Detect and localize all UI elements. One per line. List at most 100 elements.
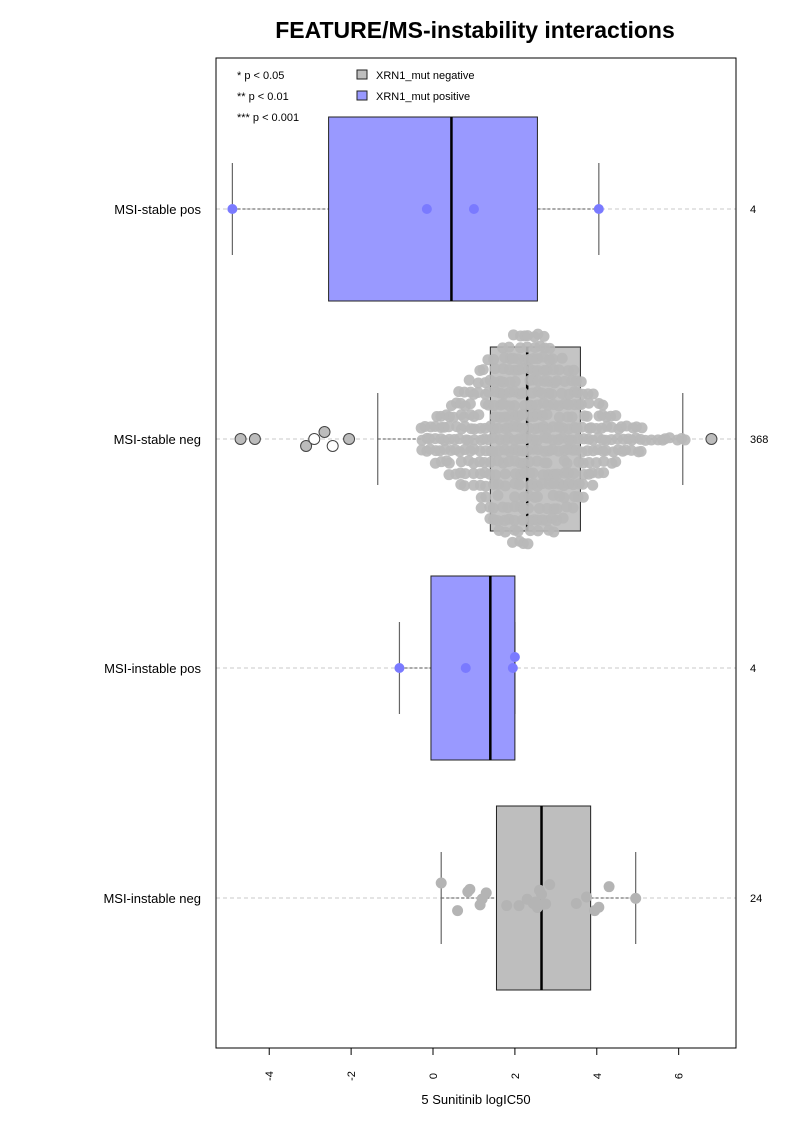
n-label: 368 [750, 434, 768, 446]
x-axis-title: 5 Sunitinib logIC50 [421, 1092, 530, 1107]
legend-series-label: XRN1_mut positive [376, 91, 470, 103]
data-point [503, 341, 515, 353]
data-point [394, 663, 405, 673]
data-point [459, 468, 471, 480]
outlier-point [248, 433, 261, 445]
outlier-point [318, 426, 331, 438]
outlier-point [326, 440, 339, 452]
data-point [499, 468, 511, 480]
data-point [473, 409, 485, 421]
data-point [568, 364, 580, 376]
data-point [512, 525, 524, 537]
data-point [489, 363, 501, 375]
data-point [548, 526, 560, 538]
data-point [435, 877, 447, 889]
data-point [513, 479, 525, 491]
data-point [443, 421, 455, 433]
category-label: MSI-instable neg [103, 891, 201, 906]
data-point [513, 900, 525, 912]
data-point [507, 663, 518, 673]
data-point [452, 905, 464, 917]
data-point [499, 526, 511, 538]
data-point [460, 663, 471, 673]
legend-significance: *** p < 0.001 [237, 112, 299, 124]
data-point [463, 374, 475, 386]
box [430, 575, 516, 761]
data-point [443, 457, 455, 469]
data-point [553, 364, 565, 376]
data-point [532, 525, 544, 537]
data-point [477, 364, 489, 376]
data-point [597, 399, 609, 411]
x-tick-label: 0 [428, 1073, 440, 1079]
data-point [480, 887, 492, 899]
data-point [541, 409, 553, 421]
data-point [587, 388, 599, 400]
data-point [603, 881, 615, 893]
data-point [630, 892, 642, 904]
box [328, 116, 538, 302]
data-point [544, 879, 556, 891]
data-point [508, 400, 520, 412]
data-point [464, 883, 476, 895]
data-point [509, 491, 521, 503]
data-point [541, 457, 553, 469]
data-point [488, 353, 500, 365]
x-tick-label: 6 [674, 1073, 686, 1079]
x-tick-label: -4 [264, 1071, 276, 1081]
data-point [567, 502, 579, 514]
outlier-point [308, 433, 321, 445]
legend-significance: * p < 0.05 [237, 70, 284, 82]
data-point [421, 204, 432, 214]
data-point [544, 342, 556, 354]
chart-title: FEATURE/MS-instability interactions [275, 17, 675, 43]
data-point [468, 204, 479, 214]
data-point [480, 491, 492, 503]
data-point [499, 480, 511, 492]
data-point [551, 375, 563, 387]
data-point [540, 898, 552, 910]
data-point [536, 888, 548, 900]
outlier-point [300, 440, 313, 452]
data-point [517, 387, 529, 399]
data-point [509, 375, 521, 387]
data-point [679, 434, 691, 446]
data-point [551, 503, 563, 515]
x-tick-label: 4 [592, 1073, 604, 1079]
data-point [610, 456, 622, 468]
data-point [593, 204, 604, 214]
x-tick-label: -2 [346, 1071, 358, 1081]
data-point [533, 503, 545, 515]
grid-layer [216, 208, 736, 899]
data-point [521, 341, 533, 353]
legend: * p < 0.05 ** p < 0.01 *** p < 0.001 XRN1_m… [237, 69, 474, 124]
data-point [227, 204, 238, 214]
data-point [553, 411, 565, 423]
data-point [566, 411, 578, 423]
n-label: 24 [750, 893, 762, 905]
category-label: MSI-instable pos [104, 661, 201, 676]
data-point [501, 900, 513, 912]
n-label: 4 [750, 204, 756, 216]
label-layer: MSI-stable pos 4 MSI-stable neg 368 MSI-inst… [103, 202, 768, 906]
data-point [531, 491, 543, 503]
data-point [593, 901, 605, 913]
data-point [557, 512, 569, 524]
data-point [523, 456, 535, 468]
legend-series-label: XRN1_mut negative [376, 70, 474, 82]
x-tick-label: 2 [510, 1073, 522, 1079]
data-point [492, 489, 504, 501]
legend-significance: ** p < 0.01 [237, 91, 289, 103]
data-point [464, 398, 476, 410]
data-point [581, 410, 593, 422]
data-point [568, 468, 580, 480]
outlier-point [234, 433, 247, 445]
data-point [598, 467, 610, 479]
legend-swatch [356, 69, 368, 80]
data-point [635, 445, 647, 457]
category-label: MSI-stable neg [114, 432, 201, 447]
data-point [490, 469, 502, 481]
data-point [458, 480, 470, 492]
category-label: MSI-stable pos [114, 202, 201, 217]
